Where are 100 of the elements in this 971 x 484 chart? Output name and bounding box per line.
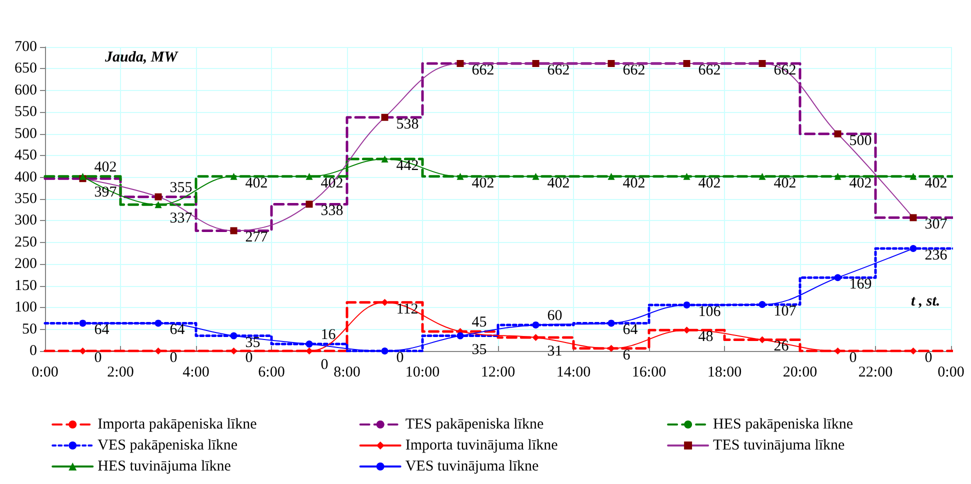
legend-label: HES pakāpeniska līkne <box>713 416 854 432</box>
y-axis-title: Jauda, MW <box>104 50 180 66</box>
data-label: 662 <box>547 62 570 79</box>
data-label: 402 <box>849 175 872 192</box>
point <box>910 245 917 252</box>
data-label: 662 <box>698 62 721 79</box>
data-label: 397 <box>94 184 118 201</box>
data-label: 442 <box>396 158 419 174</box>
y-tick-label: 600 <box>14 82 37 98</box>
point <box>683 301 690 308</box>
x-tick-label: 10:00 <box>405 364 440 380</box>
data-label: 45 <box>472 314 487 330</box>
legend-label: VES tuvinājuma līkne <box>405 458 539 474</box>
x-tick-label: 22:00 <box>858 364 893 380</box>
data-label: 0 <box>924 350 932 366</box>
point <box>79 320 86 327</box>
data-label: 662 <box>622 62 646 79</box>
legend-label: VES pakāpeniska līkne <box>98 438 238 454</box>
data-label: 106 <box>698 304 722 320</box>
data-label: 0 <box>94 350 102 366</box>
point <box>683 172 690 180</box>
data-label: 307 <box>924 216 948 233</box>
data-label: 402 <box>94 159 117 176</box>
y-tick-label: 300 <box>14 212 37 229</box>
data-label: 64 <box>622 322 638 338</box>
point <box>910 172 917 180</box>
y-tick-label: 200 <box>14 256 37 272</box>
data-label: 402 <box>245 175 268 192</box>
data-label: 0 <box>320 357 328 373</box>
y-tick-label: 0 <box>30 343 37 359</box>
legend-label: Importa tuvinājuma līkne <box>405 438 558 454</box>
data-label: 236 <box>924 248 948 264</box>
x-tick-label: 8:00 <box>334 364 360 380</box>
x-tick-label: 16:00 <box>632 364 666 380</box>
point <box>758 172 766 180</box>
y-tick-label: 450 <box>14 148 37 164</box>
legend-label: Importa pakāpeniska līkne <box>98 416 258 432</box>
point <box>608 172 615 180</box>
data-label: 64 <box>170 322 186 338</box>
data-label: 169 <box>849 276 872 293</box>
point <box>306 340 313 348</box>
y-tick-label: 100 <box>14 300 37 316</box>
point <box>79 172 86 180</box>
x-tick-label: 6:00 <box>258 364 285 380</box>
y-tick-label: 350 <box>14 191 37 207</box>
data-label: 6 <box>622 347 631 364</box>
data-label: 277 <box>245 230 268 246</box>
data-label: 16 <box>320 327 336 344</box>
y-tick-label: 50 <box>22 321 37 338</box>
point <box>834 172 842 180</box>
x-tick-label: 14:00 <box>556 364 591 380</box>
x-tick-label: 20:00 <box>782 364 818 380</box>
data-label: 0 <box>849 350 857 366</box>
data-label: 402 <box>774 175 796 192</box>
data-label: 338 <box>320 203 344 220</box>
point <box>683 326 690 334</box>
data-label: 26 <box>774 338 790 355</box>
point <box>834 348 842 354</box>
data-label: 402 <box>924 175 948 192</box>
point <box>758 301 766 308</box>
y-tick-label: 250 <box>14 234 37 250</box>
data-label: 500 <box>849 132 872 149</box>
point <box>456 332 464 340</box>
legend-label: HES tuvinājuma līkne <box>98 458 232 474</box>
x-tick-label: 4:00 <box>182 364 210 380</box>
point <box>532 172 540 180</box>
x-axis-title: t , st. <box>911 294 940 310</box>
point <box>154 320 162 327</box>
data-label: 48 <box>698 329 714 346</box>
point <box>154 348 162 354</box>
y-tick-label: 700 <box>14 39 37 55</box>
point <box>306 348 313 354</box>
point <box>456 172 464 180</box>
x-tick-label: 0:00 <box>32 364 58 380</box>
point <box>910 348 917 354</box>
data-label: 402 <box>472 175 494 192</box>
legend-label: TES tuvinājuma līkne <box>713 438 846 454</box>
data-label: 538 <box>396 116 419 132</box>
x-tick-label: 18:00 <box>707 364 742 380</box>
data-label: 60 <box>547 308 562 324</box>
y-tick-label: 650 <box>14 60 37 77</box>
point <box>532 334 540 342</box>
point <box>154 201 162 208</box>
point <box>381 298 388 306</box>
y-tick-label: 550 <box>14 104 37 120</box>
data-label: 0 <box>170 350 178 366</box>
legend-label: TES pakāpeniska līkne <box>405 416 544 432</box>
y-tick-label: 400 <box>14 169 37 186</box>
data-label: 107 <box>774 304 797 320</box>
data-label: 35 <box>245 334 260 351</box>
data-label: 0 <box>396 350 404 366</box>
point <box>79 348 86 354</box>
data-label: 64 <box>94 322 110 338</box>
data-label: 31 <box>547 344 562 360</box>
point <box>834 274 842 282</box>
point <box>532 321 540 328</box>
point <box>381 156 388 163</box>
data-label: 402 <box>547 175 570 192</box>
x-tick-label: 0:00 <box>938 364 964 380</box>
data-label: 337 <box>170 210 193 227</box>
